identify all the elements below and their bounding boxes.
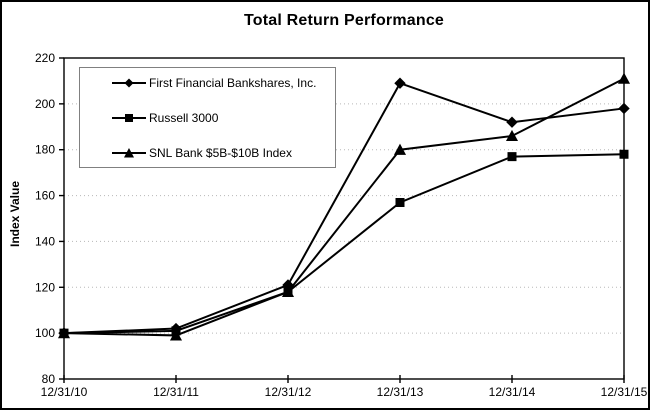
- legend-item-russell-3000: Russell 3000: [112, 109, 335, 126]
- x-tick-label-4: 12/31/14: [489, 385, 536, 399]
- y-tick-label-120: 120: [35, 280, 55, 294]
- x-tick-label-2: 12/31/12: [265, 385, 312, 399]
- series-line-1: [63, 153, 625, 335]
- chart-title: Total Return Performance: [243, 12, 445, 29]
- series-2-marker-1: [169, 329, 183, 341]
- series-2-marker-4: [505, 129, 519, 142]
- legend-item-snl-bank-index: SNL Bank $5B-$10B Index: [112, 144, 335, 161]
- series-1-marker-5: [619, 149, 629, 159]
- y-tick-label-160: 160: [35, 189, 55, 203]
- series-1-marker-4: [507, 152, 517, 162]
- series-2-marker-5: [617, 72, 631, 84]
- series-line-0: [63, 82, 625, 335]
- series-line-2: [63, 77, 625, 337]
- y-tick-label-200: 200: [35, 97, 55, 111]
- y-tick-label-140: 140: [35, 234, 55, 248]
- y-tick-label-220: 220: [35, 51, 55, 65]
- series-0-marker-4: [506, 116, 518, 128]
- series-2-marker-2: [281, 285, 295, 297]
- legend-item-first-financial: First Financial Bankshares, Inc.: [112, 74, 335, 91]
- legend-label: Russell 3000: [149, 110, 219, 125]
- triangle-marker-icon: [112, 147, 146, 157]
- diamond-marker-icon: [112, 78, 146, 87]
- x-tick-label-5: 12/31/15: [601, 385, 648, 399]
- series-2-marker-3: [393, 143, 407, 155]
- y-tick-label-180: 180: [35, 143, 55, 157]
- square-marker-icon: [112, 113, 146, 122]
- legend-label: SNL Bank $5B-$10B Index: [149, 145, 292, 160]
- x-tick-label-0: 12/31/10: [41, 385, 88, 399]
- legend: First Financial Bankshares, Inc. Russell…: [79, 67, 336, 168]
- y-tick-label-80: 80: [42, 372, 56, 386]
- x-tick-label-1: 12/31/11: [153, 385, 199, 399]
- series-2-marker-0: [57, 327, 71, 339]
- y-tick-label-100: 100: [35, 326, 55, 340]
- series-0-marker-5: [618, 102, 630, 115]
- series-0-marker-3: [394, 77, 406, 89]
- series-1-marker-3: [395, 197, 405, 207]
- plot-frame: [63, 57, 625, 380]
- x-tick-label-3: 12/31/13: [377, 385, 424, 399]
- legend-label: First Financial Bankshares, Inc.: [149, 75, 317, 90]
